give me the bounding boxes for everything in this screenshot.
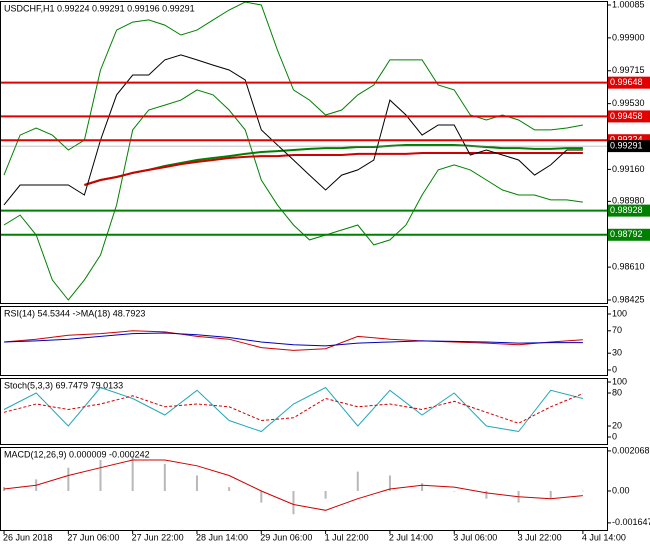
current-price-label: 0.99291: [610, 140, 643, 150]
y-tick-label: 0.98980: [612, 196, 645, 206]
x-tick-label: 27 Jun 22:00: [132, 532, 184, 542]
histogram-bar: [421, 483, 424, 491]
panel-frame: [0, 306, 608, 376]
level-label-bg: [607, 76, 650, 89]
level-label-bg: [607, 110, 650, 123]
plot-area: [3, 330, 583, 351]
y-tick-label: -0.001647: [612, 517, 650, 527]
level-label: 0.99648: [610, 77, 643, 87]
series-line: [84, 152, 583, 186]
level-label-bg: [607, 204, 650, 217]
y-tick-label: 0.99715: [612, 65, 645, 75]
panel-title: MACD(12,26,9) 0.000009 -0.000242: [4, 449, 150, 459]
level-label-bg: [607, 228, 650, 241]
series-line: [3, 1, 583, 176]
x-tick-label: 1 Jul 22:00: [325, 532, 369, 542]
y-tick-label: 30: [612, 348, 622, 358]
histogram-bar: [99, 459, 102, 491]
histogram-bar: [195, 475, 198, 491]
x-tick-label: 2 Jul 14:00: [389, 532, 433, 542]
series-line: [3, 332, 583, 347]
y-tick-label: 0: [612, 364, 617, 374]
level-label: 0.99458: [610, 111, 643, 121]
histogram-bar: [324, 490, 327, 499]
series-line: [3, 459, 583, 511]
plot-area: [3, 386, 584, 433]
histogram-bar: [67, 467, 70, 491]
histogram-bar: [131, 456, 134, 491]
y-tick-label: 0: [612, 431, 617, 441]
histogram-bar: [453, 490, 456, 492]
y-tick-label: 20: [612, 420, 622, 430]
y-tick-label: 100: [612, 308, 627, 318]
series-line: [84, 144, 583, 186]
y-tick-label: 1.00085: [612, 0, 645, 9]
panel-title: Stoch(5,3,3) 69.7479 79.0133: [4, 380, 123, 390]
x-tick-label: 29 Jun 06:00: [260, 532, 312, 542]
histogram-bar: [581, 490, 584, 492]
x-tick-label: 27 Jun 06:00: [67, 532, 119, 542]
y-tick-label: 0.00: [612, 485, 630, 495]
x-tick-label: 3 Jul 22:00: [518, 532, 562, 542]
y-tick-label: 100: [612, 376, 627, 386]
histogram-bar: [356, 471, 359, 491]
histogram-bar: [485, 490, 488, 499]
level-label: 0.99324: [610, 135, 643, 145]
level-label: 0.98928: [610, 205, 643, 215]
histogram-bar: [260, 490, 263, 503]
level-label: 0.98792: [610, 229, 643, 239]
panel-frame: [0, 1, 608, 304]
panel-frame: [0, 378, 608, 445]
y-tick-label: 0.98610: [612, 261, 645, 271]
panel-title: USDCHF,H1 0.99224 0.99291 0.99196 0.9929…: [4, 3, 195, 13]
y-tick-label: 0.99530: [612, 98, 645, 108]
y-tick-label: 0.98425: [612, 294, 645, 304]
panel-title: RSI(14) 54.5344 ->MA(18) 48.7923: [4, 308, 145, 318]
y-tick-label: 70: [612, 325, 622, 335]
x-tick-label: 4 Jul 14:00: [582, 532, 626, 542]
panel-frame: [0, 447, 608, 531]
histogram-bar: [228, 487, 231, 491]
current-price-bg: [607, 140, 650, 153]
x-tick-label: 26 Jun 2018: [3, 532, 53, 542]
histogram-bar: [292, 490, 295, 515]
series-line: [3, 330, 583, 351]
series-line: [3, 89, 583, 301]
x-tick-label: 28 Jun 14:00: [196, 532, 248, 542]
plot-area: [3, 456, 584, 515]
plot-area: [3, 1, 583, 301]
histogram-bar: [549, 490, 552, 499]
y-tick-label: 0.002068: [612, 445, 650, 455]
y-tick-label: 80: [612, 387, 622, 397]
histogram-bar: [388, 475, 391, 491]
x-tick-label: 3 Jul 06:00: [453, 532, 497, 542]
series-line: [3, 386, 584, 433]
series-line: [3, 393, 584, 424]
y-tick-label: 0.99160: [612, 164, 645, 174]
histogram-bar: [163, 463, 166, 491]
y-tick-label: 0.99900: [612, 32, 645, 42]
